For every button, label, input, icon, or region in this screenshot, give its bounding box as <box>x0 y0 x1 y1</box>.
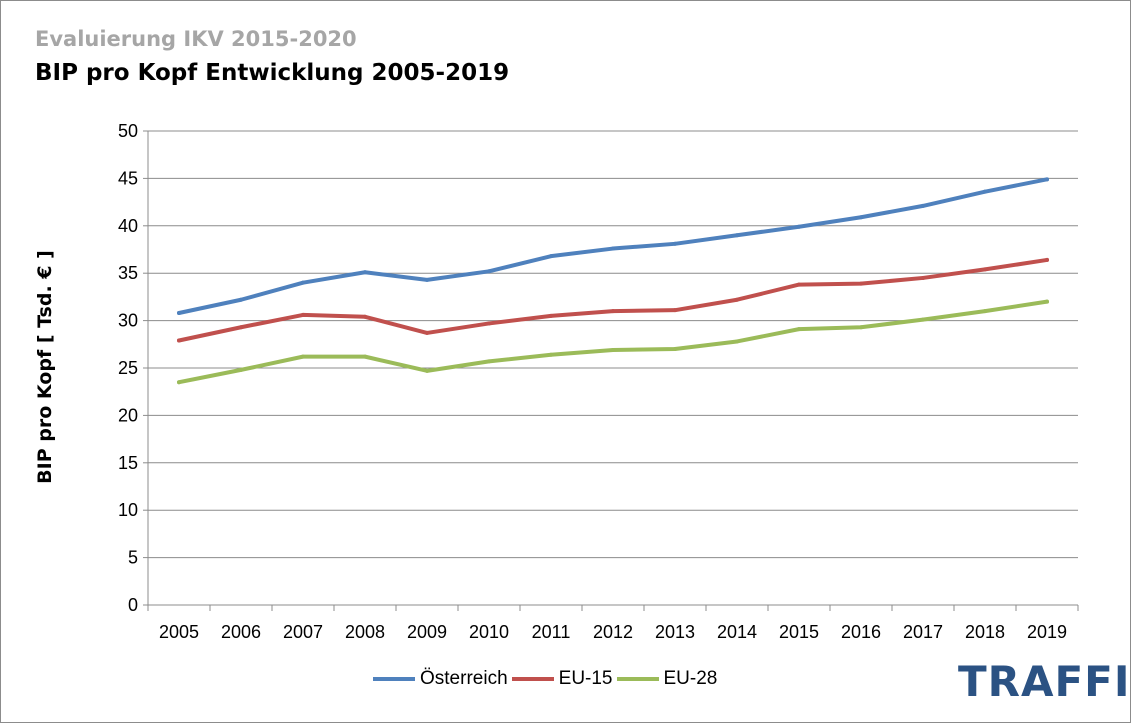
data-point-0-2013 <box>673 241 677 246</box>
data-point-1-2014 <box>735 297 739 302</box>
data-point-2-2014 <box>735 339 739 344</box>
x-tick-label-2010: 2010 <box>469 622 509 642</box>
y-tick-label-45: 45 <box>118 168 138 188</box>
data-point-0-2015 <box>797 224 801 229</box>
y-tick-label-50: 50 <box>118 121 138 141</box>
y-tick-label-5: 5 <box>128 548 138 568</box>
data-point-0-2005 <box>177 311 181 316</box>
y-tick-label-25: 25 <box>118 358 138 378</box>
x-tick-label-2006: 2006 <box>221 622 261 642</box>
data-point-0-2007 <box>301 280 305 285</box>
traffix-logo: TRAFFIX® <box>958 661 1131 703</box>
chart-title: BIP pro Kopf Entwicklung 2005-2019 <box>35 60 510 86</box>
data-point-1-2015 <box>797 282 801 287</box>
data-point-0-2011 <box>549 254 553 259</box>
legend: Österreich EU-15 EU-28 <box>373 668 721 690</box>
legend-item-oesterreich: Österreich <box>373 668 508 690</box>
data-point-2-2018 <box>983 309 987 314</box>
data-point-1-2006 <box>239 325 243 330</box>
data-point-0-2009 <box>425 277 429 282</box>
data-point-2-2019 <box>1045 299 1049 304</box>
x-tick-label-2007: 2007 <box>283 622 323 642</box>
data-point-2-2005 <box>177 380 181 385</box>
y-tick-label-30: 30 <box>118 311 138 331</box>
legend-swatch-eu28 <box>616 677 659 681</box>
axes <box>143 130 1079 611</box>
data-point-2-2008 <box>363 354 367 359</box>
data-point-0-2018 <box>983 189 987 194</box>
data-point-1-2012 <box>611 309 615 314</box>
y-tick-label-0: 0 <box>128 595 138 615</box>
legend-label-eu28: EU-28 <box>663 668 718 689</box>
data-point-2-2013 <box>673 347 677 352</box>
data-point-2-2015 <box>797 327 801 332</box>
x-tick-label-2008: 2008 <box>345 622 385 642</box>
legend-swatch-oesterreich <box>373 677 415 681</box>
data-point-0-2010 <box>487 269 491 274</box>
x-tick-label-2015: 2015 <box>779 622 819 642</box>
x-tick-label-2018: 2018 <box>965 622 1005 642</box>
legend-item-eu15: EU-15 <box>511 668 613 690</box>
data-point-1-2013 <box>673 308 677 313</box>
x-tick-label-2009: 2009 <box>407 622 447 642</box>
x-tick-label-2013: 2013 <box>655 622 695 642</box>
legend-label-oesterreich: Österreich <box>420 668 508 689</box>
data-point-1-2018 <box>983 267 987 272</box>
data-point-0-2012 <box>611 246 615 251</box>
data-point-1-2016 <box>859 281 863 286</box>
x-tick-label-2005: 2005 <box>159 622 199 642</box>
series-line-0--sterreich <box>177 177 1049 316</box>
data-point-1-2005 <box>177 338 181 343</box>
x-tick-label-2011: 2011 <box>532 622 571 642</box>
data-point-0-2016 <box>859 215 863 220</box>
data-point-2-2010 <box>487 359 491 364</box>
x-tick-label-2012: 2012 <box>593 622 633 642</box>
series-line-1-eu-15 <box>177 257 1049 343</box>
data-point-1-2017 <box>921 275 925 280</box>
legend-swatch-eu15 <box>511 677 554 681</box>
data-point-2-2007 <box>301 354 305 359</box>
y-tick-label-10: 10 <box>118 500 138 520</box>
y-tick-label-40: 40 <box>118 216 138 236</box>
data-point-2-2017 <box>921 317 925 322</box>
data-point-1-2011 <box>549 313 553 318</box>
x-tick-label-2016: 2016 <box>841 622 881 642</box>
data-point-1-2019 <box>1045 257 1049 262</box>
data-point-0-2017 <box>921 203 925 208</box>
data-point-2-2009 <box>425 368 429 373</box>
data-point-2-2011 <box>549 352 553 357</box>
data-point-2-2006 <box>239 367 243 372</box>
x-tick-label-2014: 2014 <box>717 622 757 642</box>
data-point-0-2019 <box>1045 177 1049 182</box>
series-lines <box>177 177 1049 385</box>
data-point-1-2009 <box>425 330 429 335</box>
data-point-0-2008 <box>363 270 367 275</box>
data-point-2-2016 <box>859 325 863 330</box>
super-title: Evaluierung IKV 2015-2020 <box>35 27 357 51</box>
y-axis-title: BIP pro Kopf [ Tsd. € ] <box>34 250 56 484</box>
data-point-0-2014 <box>735 233 739 238</box>
gridlines <box>148 130 1078 559</box>
tick-labels: 0 5 10 15 20 25 30 35 40 45 50 2005 2006 2007 2008 2009… <box>118 121 1067 642</box>
x-tick-label-2017: 2017 <box>903 622 943 642</box>
y-tick-label-20: 20 <box>118 405 138 425</box>
y-tick-label-15: 15 <box>118 453 138 473</box>
data-point-0-2006 <box>239 297 243 302</box>
data-point-2-2012 <box>611 347 615 352</box>
y-tick-label-35: 35 <box>118 263 138 283</box>
x-tick-label-2019: 2019 <box>1027 622 1067 642</box>
legend-item-eu28: EU-28 <box>616 668 718 690</box>
data-point-1-2010 <box>487 321 491 326</box>
data-point-1-2008 <box>363 314 367 319</box>
data-point-1-2007 <box>301 312 305 317</box>
logo-text: TRAFFI <box>958 657 1131 706</box>
legend-label-eu15: EU-15 <box>558 668 613 689</box>
